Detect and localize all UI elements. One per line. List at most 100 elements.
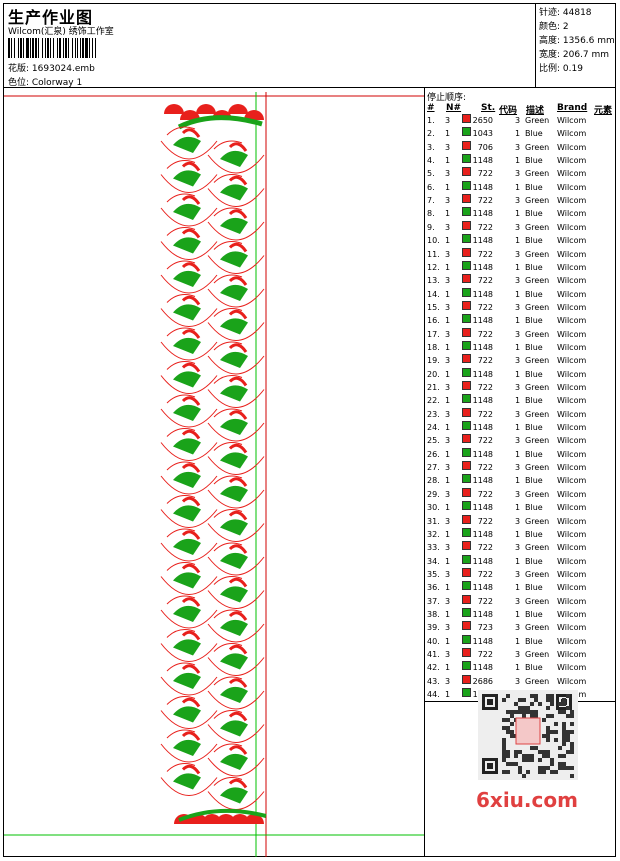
table-cell: 3 [445,436,451,446]
table-cell: 1148 [472,209,493,219]
table-cell: 3 [445,169,451,179]
table-cell: Wilcom [557,463,587,473]
table-cell: 3 [445,489,451,499]
table-cell: 3 [515,142,521,152]
color-swatch [462,300,471,310]
table-cell: 1148 [472,636,493,646]
table-cell: 1148 [472,476,493,486]
table-cell: 722 [477,383,493,392]
table-cell: 1 [515,449,521,459]
table-cell: 722 [477,329,493,339]
table-cell: 18. [427,342,440,352]
table-cell: 1148 [472,529,493,539]
table-cell: 722 [477,249,493,259]
table-cell: 34. [427,556,440,566]
table-cell: Wilcom [557,636,587,646]
table-cell: 1 [515,262,521,272]
color-swatch [462,621,471,631]
table-cell: 35. [427,569,440,579]
table-cell: 12. [427,262,440,272]
table-row: 13. 3 722 3 Green Wilcom [427,274,617,287]
table-cell: 1 [445,209,451,219]
table-cell: 30. [427,503,440,513]
table-cell: 11. [427,249,440,259]
table-cell: 3 [515,409,521,419]
table-cell: 1 [515,236,521,246]
table-cell: 1 [445,503,451,513]
table-cell: Blue [525,583,543,593]
table-cell: Wilcom [557,650,587,659]
color-swatch [462,407,471,417]
color-swatch [462,674,471,684]
table-row: 17. 3 722 3 Green Wilcom [427,327,617,341]
table-row: 5. 3 722 3 Green Wilcom [427,167,617,180]
table-cell: 3 [445,569,451,579]
table-cell: Wilcom [557,196,587,206]
col-header-code: 代码 [499,106,518,116]
table-cell: 1 [445,182,451,192]
table-row: 22. 1 1148 1 Blue Wilcom [427,394,617,407]
col-header-n: N# [446,103,462,113]
table-cell: 31. [427,516,440,526]
table-cell: 1 [445,556,451,566]
table-cell: Wilcom [557,262,587,272]
table-cell: Wilcom [557,503,587,513]
table-cell: Green [525,436,550,446]
table-cell: Green [525,116,550,125]
table-cell: 23. [427,409,440,419]
table-cell: 1. [427,116,435,125]
table-cell: 1 [445,609,451,619]
studio-subtitle: Wilcom(汇泉) 绣饰工作室 [8,27,114,37]
table-cell: 3 [515,222,521,232]
table-cell: 1148 [472,423,493,433]
page-frame [3,3,616,857]
table-cell: 40. [427,636,440,646]
table-cell: Blue [525,636,543,646]
table-cell: Blue [525,369,543,379]
color-swatch [462,434,471,444]
embroidery-preview [4,92,424,857]
color-swatch [462,194,471,204]
table-cell: 36. [427,583,440,593]
table-cell: Wilcom [557,423,587,433]
table-cell: 3 [515,489,521,499]
table-cell: 14. [427,289,440,299]
table-cell: 1 [515,636,521,646]
table-cell: Wilcom [557,623,587,633]
table-cell: Blue [525,209,543,219]
table-cell: 5. [427,169,435,179]
table-cell: 722 [477,543,493,553]
table-cell: 1148 [472,316,493,326]
table-cell: Wilcom [557,129,587,139]
stat-1: 颜色: 2 [539,22,569,32]
color-swatch [462,501,471,511]
table-cell: 1 [445,529,451,539]
table-cell: 1148 [472,449,493,459]
table-cell: Blue [525,449,543,459]
color-swatch [462,607,471,617]
table-cell: 2650 [472,116,493,125]
table-cell: Wilcom [557,249,587,259]
table-cell: 1 [445,663,451,673]
table-cell: 1 [445,369,451,379]
table-cell: Blue [525,342,543,352]
color-swatch [462,340,471,350]
table-cell: 1 [445,690,451,700]
table-cell: 722 [477,276,493,286]
table-row: 32. 1 1148 1 Blue Wilcom [427,527,617,541]
table-cell: Green [525,623,550,633]
table-cell: 1148 [472,609,493,619]
stats-divider [535,3,536,87]
table-cell: Green [525,543,550,553]
table-cell: Wilcom [557,676,587,686]
table-cell: 1 [445,156,451,166]
table-row: 19. 3 722 3 Green Wilcom [427,354,617,367]
table-cell: Blue [525,529,543,539]
table-cell: 3 [515,623,521,633]
table-cell: Green [525,329,550,339]
color-swatch [462,581,471,591]
table-cell: 3 [515,356,521,366]
table-cell: 722 [477,302,493,312]
table-cell: 42. [427,663,440,673]
table-cell: Wilcom [557,409,587,419]
